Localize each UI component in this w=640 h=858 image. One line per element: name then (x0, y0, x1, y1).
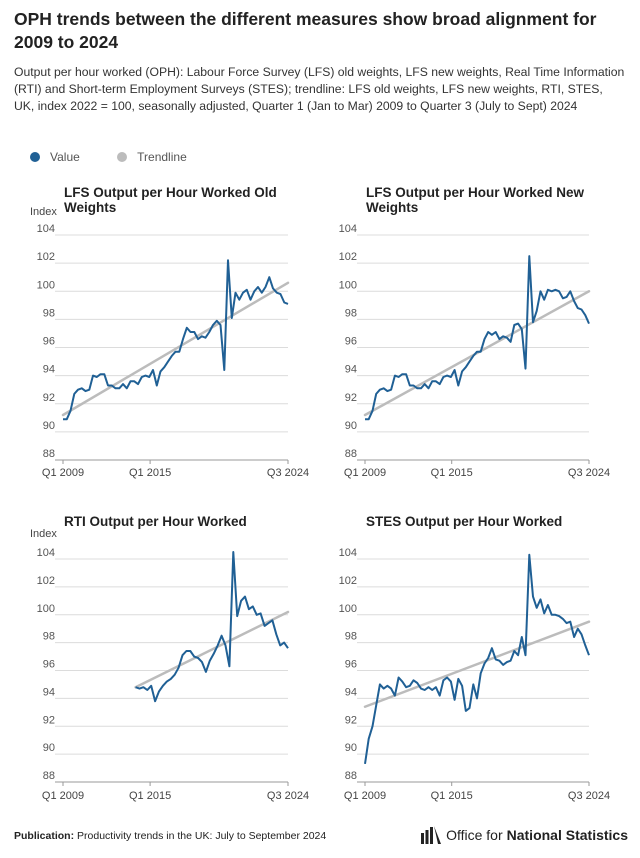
y-tick-label: 96 (43, 336, 55, 348)
small-multiples-chart: LFS Output per Hour Worked OldWeightsInd… (30, 185, 610, 802)
legend-item-value: Value (30, 150, 80, 164)
y-tick-label: 104 (37, 223, 55, 235)
y-tick-label: 94 (345, 686, 357, 698)
chart-title-line: Weights (64, 200, 116, 215)
legend-item-trendline: Trendline (117, 150, 187, 164)
publication-footer: Publication: Productivity trends in the … (14, 830, 326, 842)
y-tick-label: 98 (345, 631, 357, 643)
x-tick-label: Q1 2009 (42, 790, 84, 802)
chart-title-line: LFS Output per Hour Worked Old (64, 185, 277, 200)
y-tick-label: 94 (43, 364, 55, 376)
x-tick-label: Q3 2024 (267, 790, 309, 802)
chart-panel-4: STES Output per Hour Worked 88 90 92 94 96 98 1… (339, 514, 610, 802)
trendline-series (134, 610, 290, 689)
y-tick-label: 92 (43, 392, 55, 404)
y-tick-label: 98 (43, 307, 55, 319)
ons-logo: Office for National Statistics (421, 826, 628, 844)
x-tick-label: Q1 2009 (42, 467, 84, 479)
legend-trendline-swatch (117, 152, 128, 162)
y-tick-label: 104 (339, 223, 357, 235)
y-tick-label: 92 (345, 392, 357, 404)
legend-trendline-label: Trendline (137, 150, 187, 164)
ons-logo-name: National Statistics (506, 827, 628, 843)
y-tick-label: 88 (345, 448, 357, 460)
x-tick-label: Q1 2015 (431, 467, 473, 479)
chart-legend: Value Trendline (30, 150, 221, 165)
y-tick-label: 94 (43, 686, 55, 698)
y-tick-label: 88 (345, 770, 357, 782)
y-tick-label: 100 (339, 279, 357, 291)
value-series-line (135, 551, 289, 703)
trendline-series (61, 281, 290, 417)
value-series-line (365, 255, 590, 421)
y-tick-label: 98 (43, 631, 55, 643)
y-tick-label: 100 (37, 279, 55, 291)
ons-logo-icon (421, 826, 442, 844)
y-tick-label: 94 (345, 364, 357, 376)
value-series-line (63, 259, 289, 421)
x-tick-label: Q1 2015 (129, 467, 171, 479)
x-tick-label: Q1 2009 (344, 790, 386, 802)
y-axis-label: Index (30, 206, 57, 218)
y-tick-label: 102 (37, 575, 55, 587)
y-tick-label: 102 (339, 575, 357, 587)
y-tick-label: 100 (339, 603, 357, 615)
y-tick-label: 96 (43, 659, 55, 671)
publication-label: Publication: (14, 830, 75, 842)
chart-title-line: RTI Output per Hour Worked (64, 514, 247, 529)
y-tick-label: 102 (339, 251, 357, 263)
page-subtitle: Output per hour worked (OPH): Labour For… (14, 65, 625, 113)
x-tick-label: Q3 2024 (568, 467, 610, 479)
y-tick-label: 92 (345, 714, 357, 726)
chart-title-line: STES Output per Hour Worked (366, 514, 562, 529)
x-tick-label: Q1 2015 (129, 790, 171, 802)
y-tick-label: 92 (43, 714, 55, 726)
y-tick-label: 88 (43, 770, 55, 782)
x-tick-label: Q1 2009 (344, 467, 386, 479)
y-tick-label: 96 (345, 336, 357, 348)
chart-title-line: Weights (366, 200, 418, 215)
y-tick-label: 104 (339, 547, 357, 559)
y-tick-label: 90 (43, 420, 55, 432)
value-series-line (364, 553, 590, 765)
y-tick-label: 100 (37, 603, 55, 615)
y-tick-label: 98 (345, 307, 357, 319)
ons-logo-prefix: Office for (446, 827, 503, 843)
chart-title-line: LFS Output per Hour Worked New (366, 185, 585, 200)
y-tick-label: 104 (37, 547, 55, 559)
legend-value-swatch (30, 152, 40, 162)
y-tick-label: 90 (345, 742, 357, 754)
publication-text: Productivity trends in the UK: July to S… (77, 830, 327, 842)
chart-panel-3: RTI Output per Hour Worked Index 88 90 92 94 9… (30, 514, 309, 802)
legend-value-label: Value (50, 150, 80, 164)
y-tick-label: 88 (43, 448, 55, 460)
x-tick-label: Q3 2024 (568, 790, 610, 802)
y-axis-label: Index (30, 528, 57, 540)
y-tick-label: 90 (345, 420, 357, 432)
y-tick-label: 102 (37, 251, 55, 263)
y-tick-label: 90 (43, 742, 55, 754)
x-tick-label: Q3 2024 (267, 467, 309, 479)
x-tick-label: Q1 2015 (431, 790, 473, 802)
y-tick-label: 96 (345, 659, 357, 671)
page-title: OPH trends between the different measure… (14, 9, 597, 52)
trendline-series (363, 620, 591, 708)
